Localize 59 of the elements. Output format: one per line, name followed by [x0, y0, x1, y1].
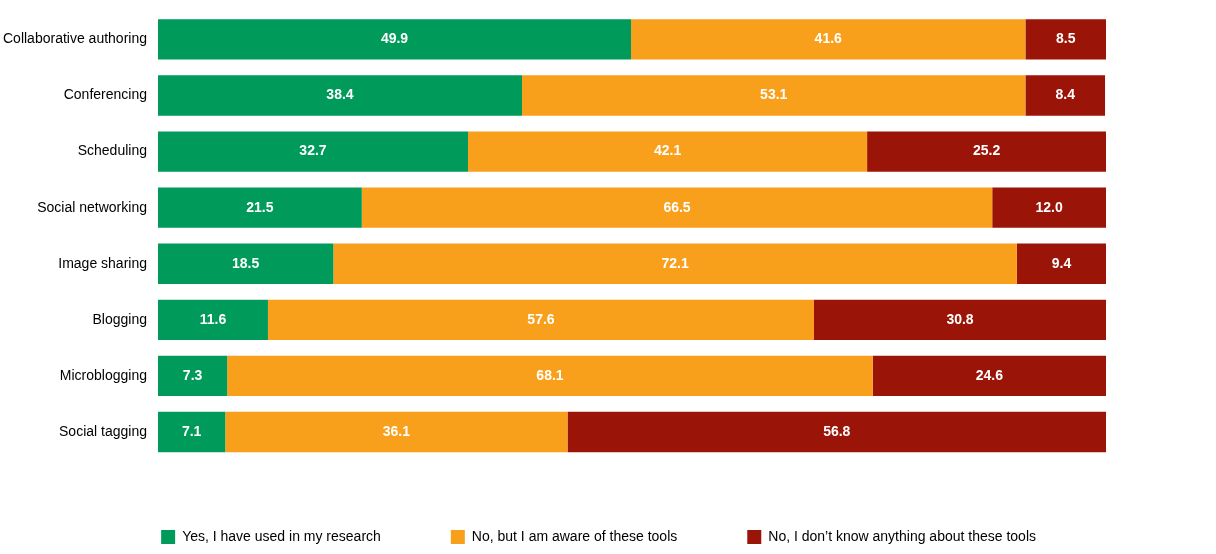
- bar: [467, 131, 868, 172]
- y-tick-label: Blogging: [92, 310, 147, 327]
- data-label: 42.1: [653, 142, 682, 159]
- bar: [225, 411, 568, 453]
- bar: [992, 187, 1106, 228]
- data-label: 8.4: [1055, 86, 1076, 103]
- data-label: 57.6: [527, 310, 555, 327]
- data-label: 53.1: [760, 86, 788, 103]
- data-label: 68.1: [536, 366, 564, 383]
- data-label: 18.5: [232, 254, 260, 271]
- y-tick-label: Collaborative authoring: [2, 30, 147, 47]
- data-label: 56.8: [823, 422, 851, 439]
- y-tick-label: Social networking: [37, 198, 147, 215]
- data-label: 7.1: [181, 422, 202, 439]
- y-tick-label: Image sharing: [58, 254, 147, 271]
- y-tick-label: Social tagging: [59, 422, 147, 439]
- data-label: 21.5: [246, 198, 274, 215]
- data-label: 41.6: [814, 30, 843, 47]
- bar: [1016, 243, 1106, 284]
- bar: [872, 355, 1106, 397]
- bar: [867, 131, 1106, 172]
- data-label: 36.1: [382, 422, 411, 439]
- bar: [333, 243, 1017, 284]
- bar: [157, 243, 334, 284]
- bar: [157, 299, 268, 340]
- bar: [157, 187, 362, 228]
- data-label: 8.5: [1055, 30, 1076, 47]
- bar: [361, 187, 993, 228]
- data-label: 30.8: [946, 310, 974, 327]
- data-label: 72.1: [661, 254, 689, 271]
- data-label: 25.2: [972, 142, 1001, 159]
- data-label: 12.0: [1035, 198, 1063, 215]
- bar: [814, 299, 1106, 340]
- bar: [567, 411, 1106, 453]
- data-label: 32.7: [299, 142, 327, 159]
- y-tick-label: Conferencing: [63, 86, 147, 103]
- bar: [157, 411, 226, 453]
- legend-label: No, I don’t know anything about these tools: [768, 527, 1036, 544]
- bar: [157, 131, 468, 172]
- bar: [227, 355, 873, 397]
- data-label: 24.6: [975, 366, 1004, 383]
- bar: [157, 19, 632, 60]
- data-label: 38.4: [326, 86, 354, 103]
- bar: [631, 19, 1026, 60]
- legend-label: No, but I am aware of these tools: [471, 527, 678, 544]
- data-label: 11.6: [199, 310, 227, 327]
- bar: [1025, 19, 1106, 60]
- data-label: 9.4: [1051, 254, 1072, 271]
- bar: [157, 355, 228, 397]
- bar: [1025, 75, 1106, 116]
- y-tick-label: Microblogging: [59, 366, 147, 383]
- bar: [522, 75, 1026, 116]
- data-label: 49.9: [380, 30, 409, 47]
- y-tick-label: Scheduling: [77, 142, 147, 159]
- data-label: 7.3: [182, 366, 203, 383]
- data-label: 66.5: [663, 198, 691, 215]
- legend-label: Yes, I have used in my research: [182, 527, 381, 544]
- bar: [267, 299, 815, 340]
- bar: [157, 75, 523, 116]
